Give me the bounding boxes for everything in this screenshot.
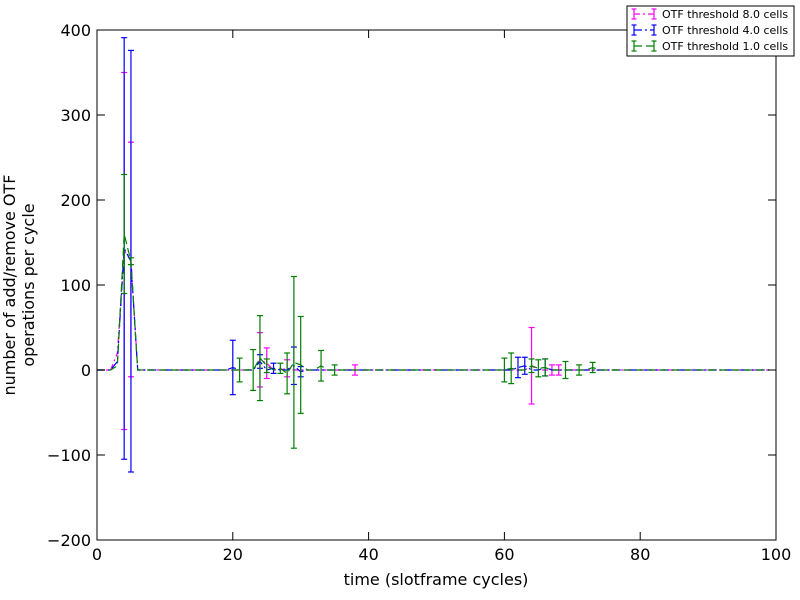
x-tick-label: 80 bbox=[630, 545, 650, 564]
legend-box bbox=[626, 5, 795, 57]
legend-label: OTF threshold 1.0 cells bbox=[662, 40, 788, 53]
y-tick-label: 300 bbox=[60, 106, 91, 125]
y-tick-label: −200 bbox=[47, 531, 91, 550]
y-tick-label: 200 bbox=[60, 191, 91, 210]
legend: OTF threshold 8.0 cells OTF threshold 4.0… bbox=[626, 5, 795, 57]
axis-ticks: 0 20 40 60 80 100 −200 −100 0 100 200 300 400 bbox=[47, 21, 791, 564]
series-3 bbox=[97, 173, 770, 449]
x-tick-label: 0 bbox=[92, 545, 102, 564]
x-tick-label: 20 bbox=[223, 545, 243, 564]
x-axis-title: time (slotframe cycles) bbox=[344, 570, 529, 589]
y-tick-label: 100 bbox=[60, 276, 91, 295]
legend-label: OTF threshold 8.0 cells bbox=[662, 8, 788, 21]
x-tick-label: 60 bbox=[494, 545, 514, 564]
legend-label: OTF threshold 4.0 cells bbox=[662, 24, 788, 37]
y-tick-label: −100 bbox=[47, 446, 91, 465]
series-line bbox=[97, 233, 770, 375]
x-tick-label: 40 bbox=[358, 545, 378, 564]
legend-item-2: OTF threshold 4.0 cells bbox=[631, 24, 788, 37]
y-axis-title-line-2: operations per cycle bbox=[19, 203, 38, 366]
legend-item-1: OTF threshold 8.0 cells bbox=[631, 8, 788, 21]
legend-item-3: OTF threshold 1.0 cells bbox=[631, 40, 788, 53]
y-tick-label: 0 bbox=[81, 361, 91, 380]
x-tick-label: 100 bbox=[761, 545, 792, 564]
plot-area bbox=[97, 37, 770, 473]
y-tick-label: 400 bbox=[60, 21, 91, 40]
y-axis-title-line-1: number of add/remove OTF bbox=[0, 175, 19, 396]
